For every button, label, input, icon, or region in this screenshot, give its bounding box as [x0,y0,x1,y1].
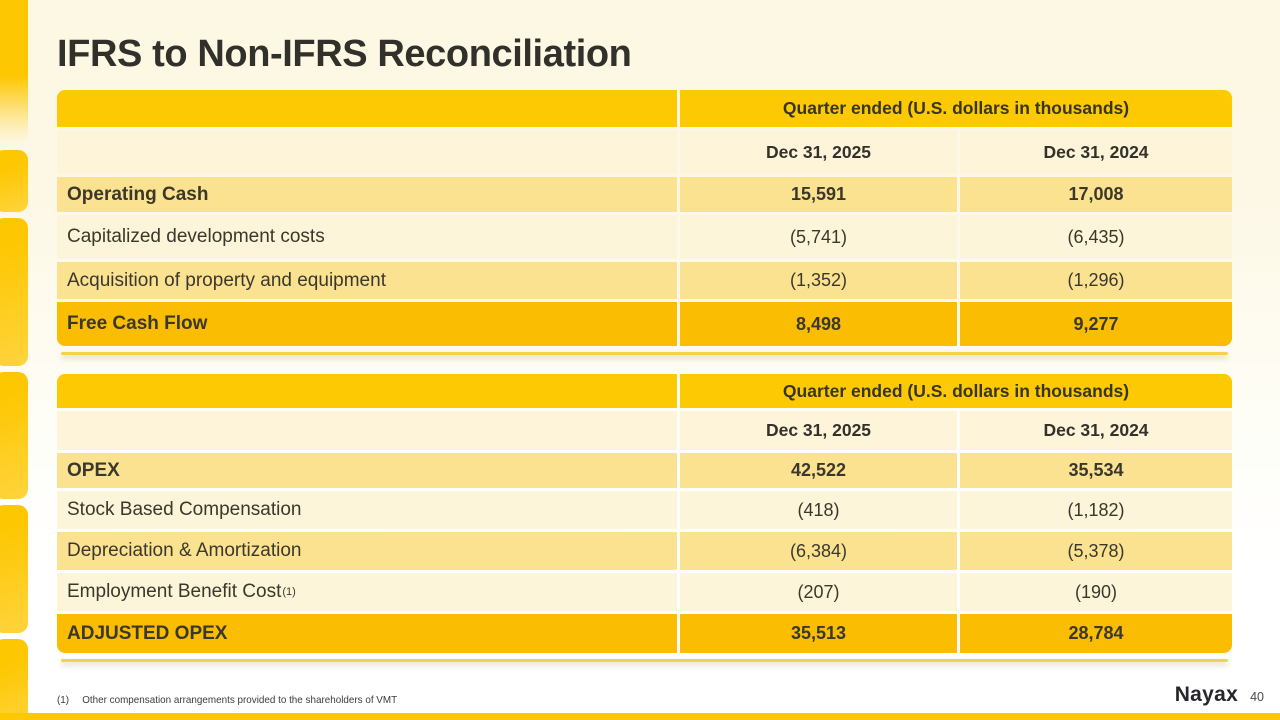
row-value: 35,513 [680,614,957,653]
decor-bar [0,150,28,212]
row-value: (207) [680,573,957,611]
row-label: Depreciation & Amortization [57,532,677,570]
table-row: Operating Cash 15,591 17,008 [57,177,1232,212]
decor-bar [0,372,28,499]
footnote-marker: (1) [57,694,70,706]
table-row: Depreciation & Amortization (6,384) (5,378… [57,532,1232,570]
row-value: 15,591 [680,177,957,212]
column-header-row: Dec 31, 2025 Dec 31, 2024 [57,411,1232,450]
table-header: Quarter ended (U.S. dollars in thousands… [680,374,1232,408]
column-header: Dec 31, 2024 [960,130,1232,174]
row-value: (418) [680,491,957,529]
row-value: (6,384) [680,532,957,570]
table-row: OPEX 42,522 35,534 [57,453,1232,488]
decor-bar [0,0,28,144]
column-header-spacer [57,411,677,450]
column-header-row: Dec 31, 2025 Dec 31, 2024 [57,130,1232,174]
logo-text: Nayax [1174,683,1239,706]
decor-bar [0,218,28,366]
column-header-spacer [57,130,677,174]
table-header-spacer [57,90,677,127]
table-header-row: Quarter ended (U.S. dollars in thousands… [57,90,1232,127]
footnote: (1) Other compensation arrangements provi… [57,694,397,706]
financial-table-2: Quarter ended (U.S. dollars in thousands… [57,374,1232,662]
row-value: (1,352) [680,262,957,299]
row-value: 28,784 [960,614,1232,653]
row-value: 9,277 [960,302,1232,346]
column-header: Dec 31, 2025 [680,130,957,174]
slide-footer: Nayax 40 [1173,683,1264,707]
slide-title: IFRS to Non-IFRS Reconciliation [57,33,632,75]
financial-table-1: Quarter ended (U.S. dollars in thousands… [57,90,1232,355]
column-header: Dec 31, 2024 [960,411,1232,450]
row-value: 35,534 [960,453,1232,488]
decor-bar [0,505,28,633]
row-label: Employment Benefit Cost (1) [57,573,677,611]
table-header-row: Quarter ended (U.S. dollars in thousands… [57,374,1232,408]
page-number: 40 [1250,690,1264,704]
row-value: (190) [960,573,1232,611]
row-label: OPEX [57,453,677,488]
table-header-spacer [57,374,677,408]
table-row: Capitalized development costs (5,741) (6,4… [57,215,1232,259]
table-row: Acquisition of property and equipment (1,… [57,262,1232,299]
decor-bar [0,639,28,720]
row-value: (1,182) [960,491,1232,529]
footnote-text: Other compensation arrangements provided… [82,694,398,706]
row-value: (1,296) [960,262,1232,299]
row-label: Operating Cash [57,177,677,212]
row-label: Acquisition of property and equipment [57,262,677,299]
left-decoration-bars [0,0,34,720]
row-value: 17,008 [960,177,1232,212]
row-label: Stock Based Compensation [57,491,677,529]
table-row: Free Cash Flow 8,498 9,277 [57,302,1232,346]
table-row: ADJUSTED OPEX 35,513 28,784 [57,614,1232,653]
table-row: Stock Based Compensation (418) (1,182) [57,491,1232,529]
row-value: (6,435) [960,215,1232,259]
table-header: Quarter ended (U.S. dollars in thousands… [680,90,1232,127]
row-value: (5,741) [680,215,957,259]
column-header: Dec 31, 2025 [680,411,957,450]
row-label: Capitalized development costs [57,215,677,259]
nayax-logo: Nayax [1173,683,1239,707]
row-label: ADJUSTED OPEX [57,614,677,653]
bottom-accent-strip [0,713,1280,720]
table-row: Employment Benefit Cost (1) (207) (190) [57,573,1232,611]
row-label: Free Cash Flow [57,302,677,346]
row-value: 42,522 [680,453,957,488]
row-value: 8,498 [680,302,957,346]
row-value: (5,378) [960,532,1232,570]
